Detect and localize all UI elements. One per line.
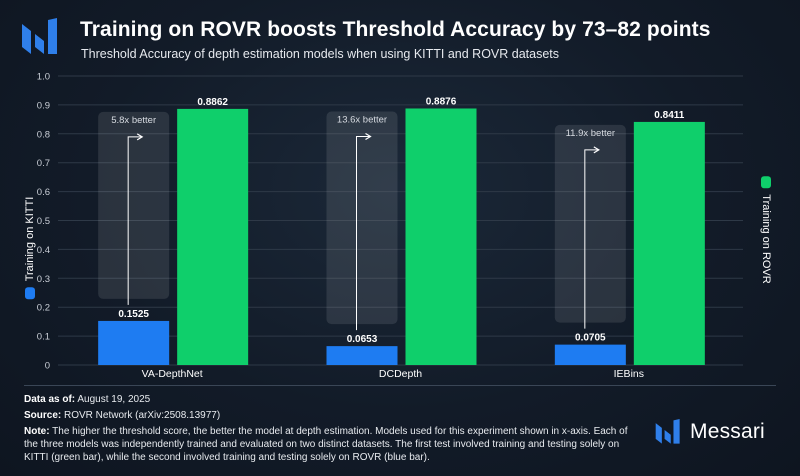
value-label-rovr: 0.8862 [197, 97, 228, 108]
legend-kitti-label: Training on KITTI [24, 196, 36, 282]
y-tick-label: 0.8 [37, 129, 50, 140]
messari-brand-icon [655, 419, 680, 444]
annotation-label: 13.6x better [337, 114, 387, 125]
y-tick-label: 0 [45, 361, 50, 372]
messari-brand: Messari [654, 419, 765, 445]
y-tick-label: 1.0 [37, 72, 50, 83]
value-label-rovr: 0.8411 [654, 110, 684, 121]
value-label-kitti: 0.0705 [575, 333, 606, 344]
y-tick-label: 0.3 [37, 274, 50, 285]
bar-kitti [326, 346, 398, 365]
value-label-rovr: 0.8876 [426, 96, 457, 107]
y-tick-label: 0.5 [37, 216, 50, 227]
legend-kitti-swatch [25, 287, 35, 300]
bar-rovr [633, 121, 705, 366]
value-label-kitti: 0.0653 [347, 334, 378, 345]
data-as-of: Data as of: August 19, 2025 [24, 394, 151, 405]
messari-logo-icon [22, 18, 57, 54]
legend-rovr-swatch [761, 176, 771, 189]
comparison-shadow [326, 111, 398, 325]
bar-kitti [98, 320, 170, 365]
footer-divider [24, 385, 776, 386]
y-tick-label: 0.7 [37, 158, 50, 169]
improvement-arrow [127, 133, 144, 305]
chart-subtitle: Threshold Accuracy of depth estimation m… [81, 47, 560, 61]
legend-kitti: Training on KITTI [24, 197, 36, 300]
bar-rovr [405, 108, 477, 366]
legend-rovr: Training on ROVR [760, 176, 772, 284]
x-tick-label: VA-DepthNet [142, 368, 203, 380]
x-tick-label: IEBins [614, 368, 644, 380]
annotation-label: 5.8x better [111, 115, 156, 126]
bar-chart: 0 0.1 0.2 0.3 0.4 0.5 0.6 0.7 0.8 0.9 1.0 0.1525 0.8… [37, 72, 743, 380]
y-tick-label: 0.9 [37, 100, 50, 111]
annotation-label: 11.9x better [566, 128, 615, 139]
comparison-shadow [98, 111, 170, 299]
legend-rovr-label: Training on ROVR [760, 194, 772, 284]
y-tick-label: 0.1 [37, 332, 50, 343]
brand-name: Messari [690, 420, 765, 443]
value-label-kitti: 0.1525 [118, 309, 149, 320]
comparison-shadow [554, 124, 626, 323]
improvement-arrow [356, 132, 372, 331]
note: Note: The higher the threshold score, th… [24, 426, 628, 463]
y-tick-label: 0.4 [37, 245, 50, 256]
x-tick-label: DCDepth [379, 368, 422, 380]
y-tick-label: 0.6 [37, 187, 50, 198]
bar-rovr [177, 108, 249, 366]
chart-title: Training on ROVR boosts Threshold Accura… [80, 18, 711, 41]
bar-kitti [554, 344, 626, 365]
y-tick-label: 0.2 [37, 303, 50, 314]
source: Source: ROVR Network (arXiv:2508.13977) [24, 410, 221, 421]
improvement-arrow [584, 146, 600, 329]
